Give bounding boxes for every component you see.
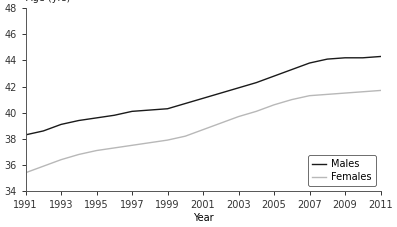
Males (23, 133, 28, 136)
Males (130, 110, 135, 113)
Females (112, 147, 117, 149)
Line: Females: Females (25, 90, 380, 173)
Females (147, 141, 152, 144)
Females (41, 165, 46, 168)
Females (307, 94, 312, 97)
Females (360, 90, 365, 93)
Females (343, 92, 347, 94)
Females (325, 93, 330, 96)
Males (343, 57, 347, 59)
Males (147, 109, 152, 111)
Males (236, 86, 241, 89)
Females (254, 110, 259, 113)
Females (165, 139, 170, 141)
Females (59, 158, 64, 161)
Females (77, 153, 81, 156)
Males (272, 75, 276, 77)
Females (289, 98, 294, 101)
Text: Age (yrs): Age (yrs) (25, 0, 70, 3)
Males (307, 62, 312, 64)
Males (289, 68, 294, 71)
Males (77, 119, 81, 122)
Males (254, 81, 259, 84)
Males (59, 123, 64, 126)
Females (378, 89, 383, 92)
Males (218, 92, 223, 94)
Females (130, 144, 135, 147)
Line: Males: Males (25, 57, 380, 135)
Females (236, 115, 241, 118)
X-axis label: Year: Year (193, 213, 213, 223)
Females (272, 104, 276, 106)
Males (112, 114, 117, 117)
Females (23, 171, 28, 174)
Males (41, 130, 46, 132)
Females (218, 122, 223, 124)
Females (183, 135, 188, 138)
Females (94, 149, 99, 152)
Legend: Males, Females: Males, Females (308, 155, 376, 186)
Males (360, 57, 365, 59)
Males (165, 107, 170, 110)
Males (94, 116, 99, 119)
Males (183, 102, 188, 105)
Males (378, 55, 383, 58)
Females (200, 128, 205, 131)
Males (200, 97, 205, 100)
Males (325, 58, 330, 60)
